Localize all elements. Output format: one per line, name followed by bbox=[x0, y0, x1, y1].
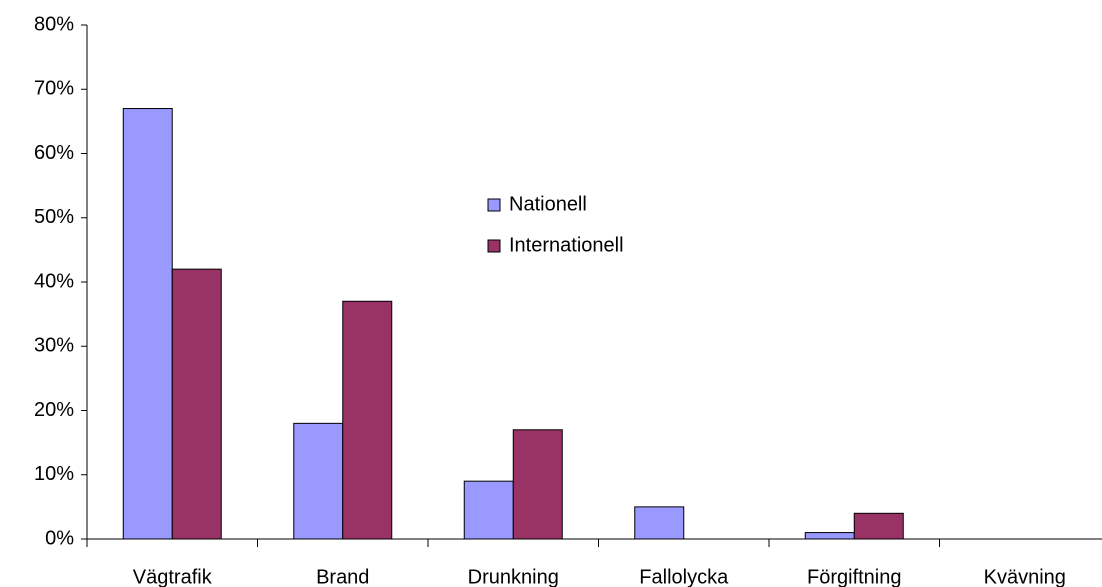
x-tick-label: Brand bbox=[316, 566, 369, 587]
x-tick-label: Vägtrafik bbox=[133, 566, 213, 587]
y-tick-label: 20% bbox=[34, 399, 74, 421]
y-tick-label: 70% bbox=[34, 78, 74, 100]
y-tick-label: 0% bbox=[45, 527, 74, 549]
bar bbox=[171, 268, 222, 540]
y-tick-label: 40% bbox=[34, 270, 74, 292]
y-tick-label: 50% bbox=[34, 206, 74, 228]
y-tick-label: 80% bbox=[34, 13, 74, 35]
x-tick-label: Kvävning bbox=[984, 566, 1066, 587]
y-tick-label: 30% bbox=[34, 335, 74, 357]
bar bbox=[342, 300, 393, 540]
bar bbox=[634, 506, 685, 540]
bar bbox=[463, 480, 514, 540]
x-tick-label: Förgiftning bbox=[807, 566, 902, 587]
legend-swatch bbox=[487, 198, 501, 212]
y-tick-label: 60% bbox=[34, 142, 74, 164]
bar bbox=[293, 422, 344, 540]
legend-swatch bbox=[487, 239, 501, 253]
bar bbox=[804, 532, 855, 540]
bar bbox=[853, 512, 904, 540]
bar bbox=[122, 108, 173, 540]
legend-label: Internationell bbox=[509, 234, 624, 256]
bar bbox=[512, 429, 563, 540]
x-tick-label: Fallolycka bbox=[639, 566, 729, 587]
legend-label: Nationell bbox=[509, 193, 587, 215]
x-tick-label: Drunkning bbox=[468, 566, 559, 587]
y-tick-label: 10% bbox=[34, 463, 74, 485]
